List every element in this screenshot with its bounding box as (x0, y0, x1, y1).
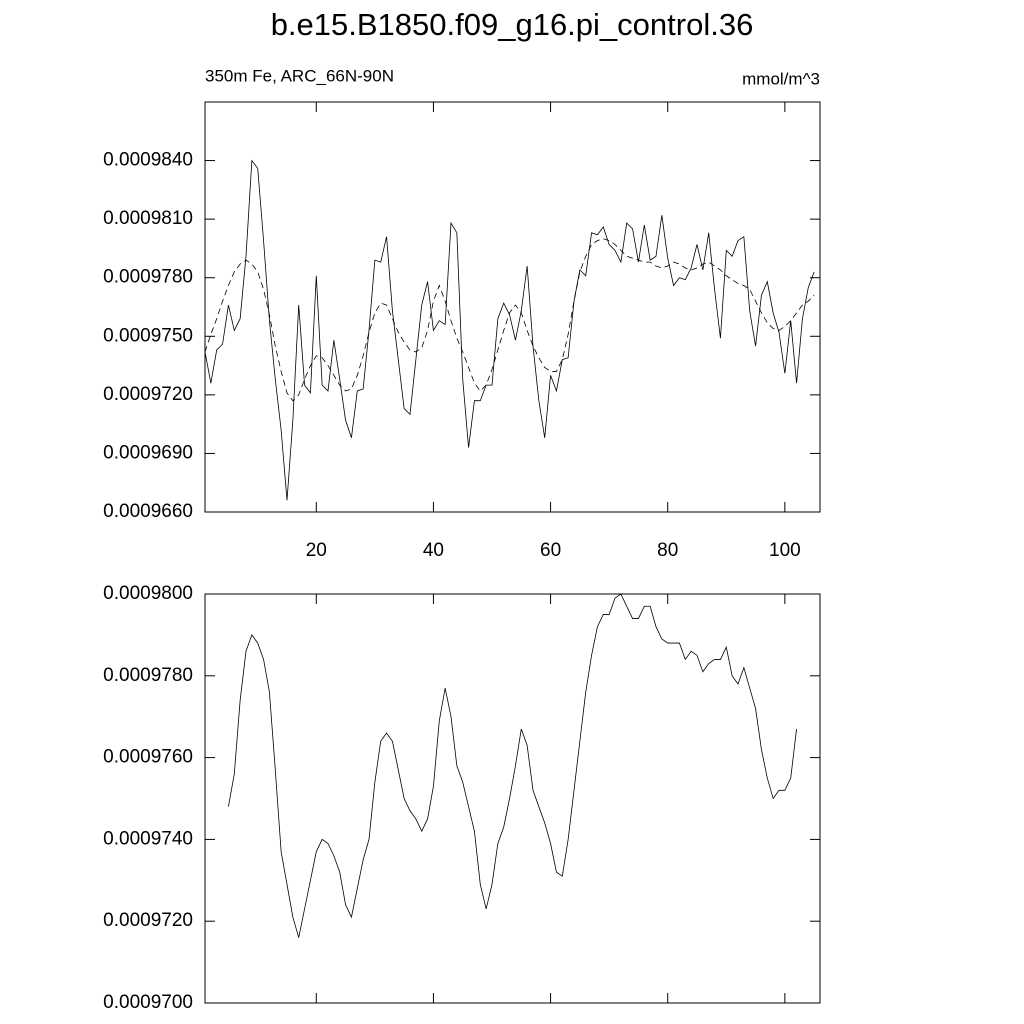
y-tick-label: 0.0009780 (103, 267, 193, 288)
y-tick-label: 0.0009810 (103, 208, 193, 229)
subtitle-right: mmol/m^3 (742, 69, 820, 88)
y-tick-label: 0.0009840 (103, 150, 193, 171)
y-tick-label: 0.0009690 (103, 442, 193, 463)
x-tick-label: 60 (540, 540, 561, 561)
series-line (228, 593, 797, 938)
chart-title: b.e15.B1850.f09_g16.pi_control.36 (271, 7, 754, 42)
x-tick-label: 40 (423, 540, 444, 561)
series-line (204, 238, 815, 402)
y-tick-label: 0.0009800 (103, 583, 193, 604)
series-line (204, 159, 815, 501)
y-tick-label: 0.0009760 (103, 747, 193, 768)
x-tick-label: 20 (306, 540, 327, 561)
y-tick-label: 0.0009720 (103, 384, 193, 405)
plot-frame (204, 593, 821, 1004)
plot-frame (204, 101, 821, 513)
x-tick-label: 80 (657, 540, 678, 561)
y-tick-label: 0.0009660 (103, 501, 193, 522)
y-tick-label: 0.0009740 (103, 828, 193, 849)
subtitle-left: 350m Fe, ARC_66N-90N (205, 66, 394, 85)
y-tick-label: 0.0009700 (103, 992, 193, 1013)
y-tick-label: 0.0009720 (103, 910, 193, 931)
y-tick-label: 0.0009750 (103, 325, 193, 346)
y-tick-label: 0.0009780 (103, 665, 193, 686)
x-tick-label: 100 (769, 540, 801, 561)
